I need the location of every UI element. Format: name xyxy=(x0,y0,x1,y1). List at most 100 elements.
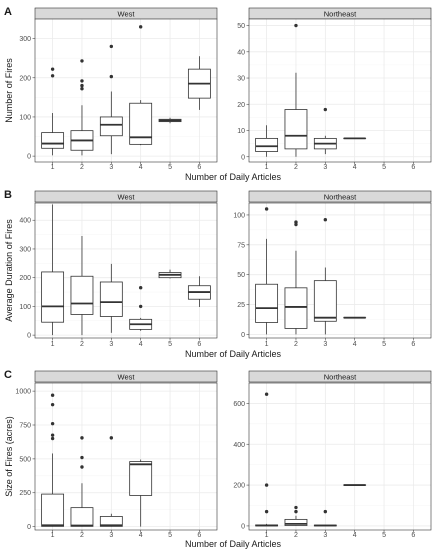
outlier-point xyxy=(138,286,143,290)
panel-border xyxy=(248,18,432,163)
x-tick-label: 2 xyxy=(294,532,298,539)
facet-strip xyxy=(248,190,432,203)
y-tick-label: 20 xyxy=(237,102,245,109)
y-tick-label: 25 xyxy=(237,302,245,309)
y-tick-label: 250 xyxy=(19,490,31,497)
x-tick-label: 5 xyxy=(168,532,172,539)
y-tick-label: 500 xyxy=(19,456,31,463)
x-tick-label: 6 xyxy=(197,341,201,348)
outlier-point xyxy=(294,509,298,514)
boxplot-3 xyxy=(99,44,123,155)
x-axis-label: Number of Daily Articles xyxy=(185,349,282,359)
facet-strip xyxy=(248,370,432,383)
x-tick-label: 4 xyxy=(353,532,357,539)
x-tick-label: 2 xyxy=(294,164,298,171)
y-tick-label: 0 xyxy=(27,154,31,161)
boxplot-3 xyxy=(99,436,123,527)
y-tick-label: 300 xyxy=(19,246,31,253)
y-tick-label: 300 xyxy=(19,36,31,43)
x-tick-label: 1 xyxy=(265,341,269,348)
x-axis-label: Number of Daily Articles xyxy=(185,539,282,549)
x-tick-label: 5 xyxy=(382,532,386,539)
facet-title: West xyxy=(118,192,136,201)
boxplot-5 xyxy=(158,117,182,124)
x-tick-label: 4 xyxy=(353,341,357,348)
x-tick-label: 5 xyxy=(168,341,172,348)
box-iqr xyxy=(129,461,153,496)
boxplot-3 xyxy=(99,263,123,333)
x-tick-label: 2 xyxy=(80,532,84,539)
x-tick-label: 4 xyxy=(139,532,143,539)
outlier-point xyxy=(323,509,328,514)
x-axis-label: Number of Daily Articles xyxy=(185,172,282,182)
y-tick-label: 50 xyxy=(237,23,245,30)
x-tick-label: 4 xyxy=(139,164,143,171)
y-tick-label: 0 xyxy=(241,332,245,339)
y-axis-label: Number of Fires xyxy=(4,58,14,123)
x-tick-label: 1 xyxy=(51,532,55,539)
y-tick-label: 100 xyxy=(19,114,31,121)
x-tick-label: 3 xyxy=(109,341,113,348)
outlier-point xyxy=(80,79,84,83)
plot-area xyxy=(35,203,217,338)
boxplot-1 xyxy=(41,204,65,336)
plot-area xyxy=(249,19,431,162)
y-tick-label: 50 xyxy=(237,272,245,279)
y-tick-label: 0 xyxy=(241,154,245,161)
y-tick-label: 200 xyxy=(233,483,245,490)
outlier-point xyxy=(80,83,84,88)
outlier-point xyxy=(50,74,55,78)
y-tick-label: 400 xyxy=(19,218,31,225)
facet-title: Northeast xyxy=(324,9,357,18)
box-iqr xyxy=(129,102,153,145)
outlier-point xyxy=(294,23,298,28)
boxplot-4 xyxy=(129,286,153,331)
y-axis-label: Size of Fires (acres) xyxy=(4,416,14,497)
outlier-point xyxy=(50,67,55,71)
outlier-point xyxy=(80,87,84,91)
y-tick-label: 200 xyxy=(19,275,31,282)
box-iqr xyxy=(41,493,65,527)
boxplot-2 xyxy=(70,236,94,336)
box-iqr xyxy=(313,280,337,322)
box-iqr xyxy=(255,283,279,323)
panel-letter: A xyxy=(4,6,12,18)
outlier-point xyxy=(264,392,269,396)
facet-title: West xyxy=(118,9,136,18)
facet-northeast: Northeast 0 10 20 30 40 50 1 2 3 4 5 6 xyxy=(237,7,432,171)
outlier-point xyxy=(80,436,84,440)
outlier-point xyxy=(294,505,298,510)
x-tick-label: 3 xyxy=(109,164,113,171)
y-tick-label: 100 xyxy=(233,212,245,219)
plot-area xyxy=(249,383,431,530)
y-tick-label: 100 xyxy=(19,304,31,311)
boxplot-2 xyxy=(70,59,94,156)
x-tick-label: 4 xyxy=(353,164,357,171)
outlier-point xyxy=(80,465,84,469)
box-iqr xyxy=(70,507,94,527)
x-tick-label: 5 xyxy=(382,341,386,348)
boxplot-5 xyxy=(158,269,182,279)
boxplot-2 xyxy=(284,220,308,335)
y-tick-label: 40 xyxy=(237,49,245,56)
panel-border xyxy=(34,202,218,339)
panel-border xyxy=(34,382,218,531)
outlier-point xyxy=(80,59,84,63)
box-iqr xyxy=(284,518,308,526)
y-tick-label: 600 xyxy=(233,401,245,408)
outlier-point xyxy=(80,455,84,460)
box-iqr xyxy=(99,516,123,527)
boxplot-2 xyxy=(284,505,308,526)
x-tick-label: 2 xyxy=(80,341,84,348)
chart-row-b: B Average Duration of Fires Number of Dail… xyxy=(4,189,432,359)
outlier-point xyxy=(264,483,269,487)
box-iqr xyxy=(284,287,308,329)
box-iqr xyxy=(70,275,94,315)
x-tick-label: 3 xyxy=(323,532,327,539)
outlier-point xyxy=(294,220,298,224)
x-tick-label: 2 xyxy=(80,164,84,171)
box-iqr xyxy=(41,132,65,149)
boxplot-1 xyxy=(255,125,279,157)
box-iqr xyxy=(255,137,279,152)
